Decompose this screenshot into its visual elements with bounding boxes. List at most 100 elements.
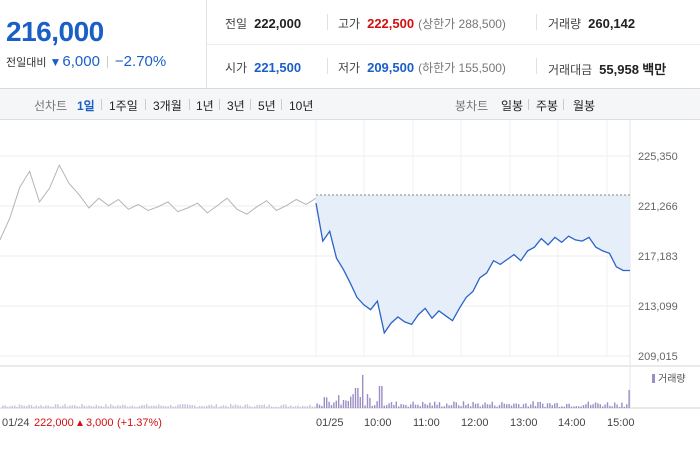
stats-row-2: 시가 221,500 저가 209,500 (하한가 155,500) 거래대금 55,…: [207, 44, 700, 88]
volume-bar: [280, 405, 282, 408]
volume-bar: [292, 406, 294, 408]
tab-1day[interactable]: 1일: [77, 99, 95, 113]
volume-bar: [270, 406, 273, 408]
volume-bar: [472, 402, 474, 408]
change-label: 전일대비: [6, 56, 47, 69]
tab-5year[interactable]: 5년: [258, 99, 276, 113]
amount-label: 거래대금: [548, 63, 593, 77]
volume-bar: [489, 404, 491, 408]
price-chart[interactable]: 225,350 221,266 217,183 213,099 209,015 01/2…: [0, 120, 700, 450]
volume-bar: [287, 406, 289, 408]
high-label: 고가: [338, 17, 361, 31]
tab-1year[interactable]: 1년: [196, 99, 214, 113]
volume-bar: [328, 401, 330, 408]
volume-bar: [542, 403, 544, 408]
volume-bar: [554, 403, 556, 408]
x-tick-label: 14:00: [558, 417, 586, 429]
volume-bar: [254, 406, 256, 408]
upper-limit-text: (상한가 288,500): [418, 17, 506, 31]
volume-bar: [9, 406, 11, 408]
amount-unit: 백만: [642, 62, 667, 77]
volume-bar: [62, 405, 64, 408]
volume-bar: [376, 401, 378, 408]
volume-bar: [592, 404, 594, 408]
volume-bar: [460, 406, 462, 408]
volume-bar: [78, 406, 81, 408]
volume-bar: [4, 405, 6, 408]
tab-1week[interactable]: 1주일: [109, 99, 138, 113]
divider: [327, 14, 328, 30]
volume-bar: [98, 405, 100, 408]
price-chart-svg: 225,350 221,266 217,183 213,099 209,015 01/2…: [0, 120, 700, 429]
volume-bar: [587, 401, 589, 408]
tab-10year[interactable]: 10년: [289, 99, 314, 113]
volume-bar: [83, 405, 85, 408]
tab-daily-candle[interactable]: 일봉: [501, 99, 524, 113]
volume-bar: [239, 405, 241, 408]
volume-bar: [206, 405, 208, 408]
volume-bar: [122, 404, 124, 408]
amount-stat: 거래대금 55,958 백만: [548, 59, 666, 78]
y-tick-label: 209,015: [638, 351, 678, 363]
tab-weekly-candle[interactable]: 주봉: [536, 99, 559, 113]
volume-bar: [522, 404, 525, 408]
volume-bar: [494, 405, 496, 408]
tab-monthly-candle[interactable]: 월봉: [573, 99, 596, 113]
volume-bar: [326, 397, 328, 408]
volume-bar: [124, 405, 126, 408]
volume-bar: [66, 406, 69, 408]
stats-row-1: 전일 222,000 고가 222,500 (상한가 288,500) 거래량 260,…: [207, 0, 700, 45]
volume-bar: [150, 405, 153, 408]
volume-bar: [278, 406, 280, 408]
volume-bar: [354, 388, 357, 408]
volume-bar: [179, 404, 181, 408]
stats-panel: 전일 222,000 고가 222,500 (상한가 288,500) 거래량 260,…: [207, 0, 700, 88]
volume-bar: [568, 403, 570, 408]
open-value: 221,500: [254, 60, 302, 75]
volume-bar: [462, 401, 465, 408]
volume-bar: [479, 406, 481, 408]
chart-tabs-bar: 선차트 1일 1주일 3개월 1년 3년 5년 10년 봉차트 일봉 주봉 월봉: [0, 89, 700, 120]
volume-bar: [496, 406, 498, 408]
volume-bar: [198, 406, 201, 408]
volume-bar: [14, 405, 16, 408]
volume-bar: [609, 405, 611, 408]
volume-bar: [155, 405, 157, 408]
volume-bar: [414, 404, 417, 408]
volume-bar: [371, 405, 373, 408]
volume-bar: [350, 396, 352, 408]
volume-bar: [165, 406, 167, 408]
change-row: 전일대비 ▼ 6,000 −2.70%: [6, 53, 166, 70]
volume-bar: [450, 405, 453, 408]
prev-day-change: 3,000: [86, 417, 114, 429]
divider: [536, 14, 537, 30]
volume-bar: [114, 406, 117, 408]
volume-bar: [515, 403, 517, 408]
y-tick-label: 225,350: [638, 151, 678, 163]
volume-bar: [323, 397, 325, 408]
volume-bar: [174, 406, 177, 408]
volume-bar: [191, 405, 193, 408]
volume-bar: [88, 405, 90, 408]
volume-bar: [400, 404, 402, 408]
volume-bar: [266, 406, 268, 408]
y-axis-labels: 225,350 221,266 217,183 213,099 209,015: [638, 151, 678, 363]
volume-bar: [374, 405, 376, 408]
volume-bar: [506, 404, 508, 408]
x-tick-label: 10:00: [364, 417, 392, 429]
volume-value: 260,142: [588, 16, 636, 31]
lower-limit-text: (하한가 155,500): [418, 61, 506, 75]
volume-bar: [527, 406, 529, 408]
tab-3year[interactable]: 3년: [227, 99, 245, 113]
volume-bar: [335, 400, 337, 408]
volume-bar: [54, 404, 57, 408]
volume-bar: [604, 404, 606, 408]
tab-3month[interactable]: 3개월: [153, 99, 182, 113]
volume-bar: [6, 406, 9, 408]
volume-bar: [503, 403, 505, 408]
price-series: [0, 164, 630, 335]
volume-bar: [431, 405, 433, 408]
volume-bar: [386, 405, 388, 408]
volume-bar: [390, 402, 393, 408]
volume-bar: [249, 406, 251, 408]
